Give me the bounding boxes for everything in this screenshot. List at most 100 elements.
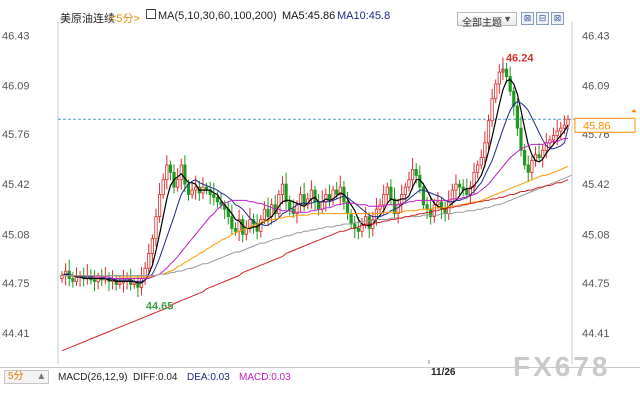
y-tick-label-left: 44.41 [2, 328, 30, 340]
expand-icon[interactable]: ⊠ [521, 12, 534, 25]
candle-body [157, 194, 162, 217]
high-annotation: 46.24 [506, 52, 534, 64]
candle-body [356, 227, 360, 232]
candle-body [284, 183, 288, 203]
candle-body [313, 189, 317, 203]
candle-body [389, 186, 393, 200]
candle-body [490, 98, 494, 122]
candle-body [476, 164, 480, 173]
macd-value: MACD:0.03 [239, 372, 291, 383]
candle-body [425, 204, 429, 210]
close-icon[interactable]: ⊠ [551, 12, 564, 25]
restore-icon[interactable]: ⊟ [536, 12, 549, 25]
candle-body [526, 164, 530, 173]
period-label[interactable]: <5分> [110, 13, 140, 25]
chevron-up-icon: ▲ [36, 371, 47, 382]
candle-body [147, 253, 151, 269]
dea-value: DEA:0.03 [187, 372, 230, 383]
date-marker: 11/26 [431, 367, 456, 378]
candle-body [165, 164, 169, 181]
candle-body [168, 164, 173, 173]
ma5-value: MA5:45.86 [282, 10, 336, 22]
macd-label: MACD(26,12,9) [58, 372, 128, 383]
candle-body [450, 189, 454, 203]
candle-body [96, 276, 100, 282]
candle-body [410, 169, 415, 181]
candle-body [559, 127, 563, 132]
candle-body [132, 282, 136, 285]
candle-body [403, 186, 407, 195]
candle-body [504, 68, 509, 77]
y-tick-label-right: 45.08 [582, 229, 610, 241]
ma200-line [61, 179, 569, 352]
period-select[interactable]: 5分 ▲ [4, 370, 49, 384]
indicator-settings-icon[interactable] [146, 9, 156, 19]
candle-body [523, 149, 527, 166]
candle-body [436, 201, 440, 206]
candle-body [154, 216, 158, 240]
candle-body [74, 276, 79, 282]
price-tag-label: 45.86 [583, 120, 611, 132]
candle-body [219, 201, 223, 206]
watermark: FX678 [513, 351, 611, 382]
y-tick-label-left: 46.09 [2, 80, 30, 92]
candle-body [327, 194, 332, 200]
y-tick-label-right: 44.75 [582, 278, 610, 290]
candle-body [241, 219, 245, 235]
indicator-label: MA(5,10,30,60,100,200) [158, 10, 277, 22]
y-tick-label-right: 44.41 [582, 328, 610, 340]
candle-body [161, 179, 165, 195]
candle-body [280, 183, 285, 195]
candle-body [382, 194, 386, 206]
candle-body [497, 71, 501, 85]
candle-body [392, 198, 397, 215]
candle-body [530, 160, 534, 173]
candle-body [136, 282, 140, 288]
candle-body [454, 183, 458, 191]
candle-body [338, 186, 342, 195]
candle-body [288, 201, 292, 210]
candle-body [421, 186, 426, 206]
y-tick-label-left: 46.43 [2, 30, 30, 42]
y-tick-label-left: 44.75 [2, 278, 30, 290]
candle-body [515, 105, 520, 129]
candle-body [465, 189, 469, 195]
candle-body [176, 179, 180, 188]
y-tick-label-right: 45.42 [582, 179, 610, 191]
candle-body [407, 179, 411, 188]
candle-body [179, 164, 183, 181]
candle-body [508, 76, 512, 92]
candle-body [385, 186, 389, 195]
candle-body [486, 120, 491, 144]
candle-body [277, 194, 281, 215]
ma60-line [62, 166, 569, 278]
candle-body [555, 130, 559, 136]
y-tick-label-left: 45.42 [2, 179, 30, 191]
candle-body [150, 238, 154, 254]
chevron-down-icon: ▼ [503, 14, 512, 24]
ma10-value: MA10:45.8 [337, 10, 391, 22]
candle-body [320, 201, 324, 210]
candle-body [363, 216, 368, 225]
themes-label: 全部主题 [462, 18, 502, 29]
candle-body [118, 282, 122, 285]
candle-body [215, 197, 220, 203]
candle-body [479, 157, 483, 166]
candle-body [183, 164, 187, 185]
themes-dropdown[interactable]: 全部主题 ▼ [457, 12, 517, 29]
candle-body [562, 124, 566, 129]
candle-body [255, 223, 259, 232]
candle-body [457, 183, 462, 188]
candle-body [472, 171, 476, 188]
candle-body [92, 279, 97, 282]
y-tick-label-right: 46.43 [582, 30, 610, 42]
ma100-line [62, 174, 572, 277]
candle-body [443, 208, 447, 215]
y-tick-label-right: 46.09 [582, 80, 610, 92]
candle-body [494, 83, 498, 100]
period-select-value: 5分 [8, 371, 24, 382]
instrument-name: 美原油连续 [60, 13, 115, 25]
candle-body [349, 213, 353, 225]
candle-body [230, 216, 234, 229]
candle-body [190, 189, 194, 195]
